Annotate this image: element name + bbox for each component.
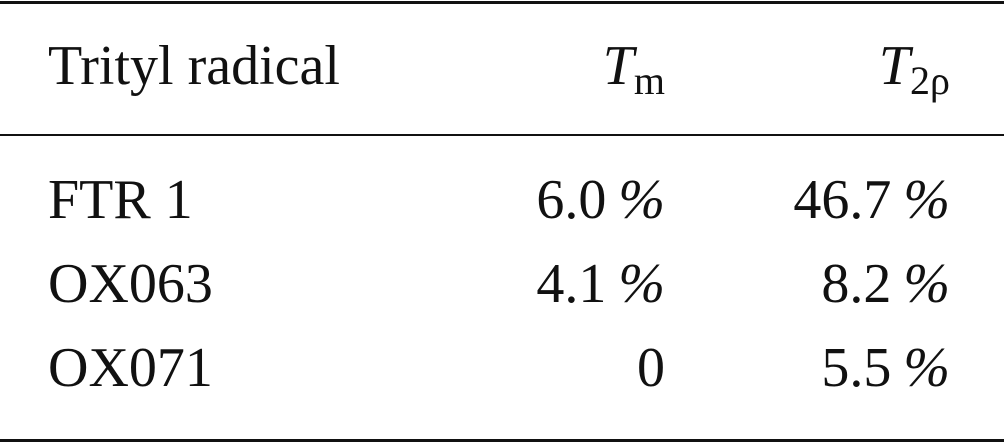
- top-rule: [0, 1, 1004, 4]
- cell-text: OX071: [48, 337, 213, 399]
- table-cell: 5.5%: [821, 340, 950, 396]
- cell-number: 5.5: [821, 337, 892, 399]
- table-cell: 6.0%: [536, 172, 665, 228]
- table-cell: 46.7%: [793, 172, 950, 228]
- subscript: m: [633, 58, 665, 103]
- table-cell: 4.1%: [536, 256, 665, 312]
- mid-rule: [0, 134, 1004, 136]
- symbol: T: [878, 35, 911, 97]
- header-cell: T2ρ: [878, 35, 950, 101]
- unit: %: [903, 337, 950, 399]
- unit: %: [618, 169, 665, 231]
- bottom-rule: [0, 439, 1004, 442]
- table-cell: OX071: [48, 340, 213, 396]
- table-cell: 8.2%: [821, 256, 950, 312]
- table-cell: 0: [637, 340, 665, 396]
- unit: %: [618, 253, 665, 315]
- table-cell: FTR 1: [48, 172, 193, 228]
- table-cell: OX063: [48, 256, 213, 312]
- cell-text: FTR 1: [48, 169, 193, 231]
- subscript: 2ρ: [910, 58, 950, 103]
- symbol: T: [602, 35, 634, 97]
- header-cell: Trityl radical: [48, 38, 340, 94]
- cell-number: 46.7: [793, 169, 892, 231]
- unit: %: [903, 253, 950, 315]
- cell-text: OX063: [48, 253, 213, 315]
- cell-number: 4.1: [536, 253, 607, 315]
- unit: %: [903, 169, 950, 231]
- cell-number: 6.0: [536, 169, 607, 231]
- cell-number: 8.2: [821, 253, 892, 315]
- cell-text: Trityl radical: [48, 35, 340, 97]
- header-cell: Tm: [602, 35, 665, 101]
- cell-number: 0: [637, 337, 665, 399]
